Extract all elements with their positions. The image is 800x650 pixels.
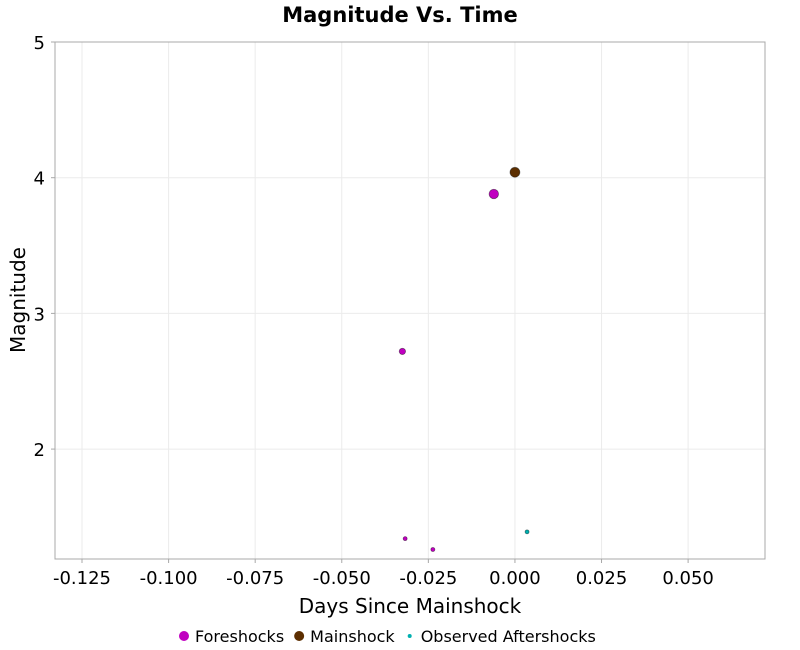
plot-area-border xyxy=(54,41,766,560)
x-tick-label: 0.000 xyxy=(489,568,541,589)
chart-title: Magnitude Vs. Time xyxy=(282,3,518,27)
y-tick-label: 3 xyxy=(34,304,45,325)
x-tick-label: -0.075 xyxy=(226,568,284,589)
y-axis-ticks: 2 3 4 5 xyxy=(34,33,55,461)
y-tick-label: 5 xyxy=(34,33,45,54)
legend-label: Mainshock xyxy=(310,627,395,646)
mainshock-point xyxy=(509,166,521,178)
foreshocks-point xyxy=(402,536,408,542)
x-axis-ticks: -0.125 -0.100 -0.075 -0.050 -0.025 0.000 0.025… xyxy=(53,559,714,589)
legend-marker-observed-aftershocks xyxy=(407,634,412,638)
y-axis-label: Magnitude xyxy=(6,247,30,353)
y-tick-label: 4 xyxy=(34,169,45,190)
y-tick-label: 2 xyxy=(34,440,45,461)
foreshocks-point xyxy=(398,347,406,355)
grid xyxy=(55,41,765,559)
x-tick-label: -0.050 xyxy=(313,568,371,589)
legend-marker-foreshocks xyxy=(179,631,189,641)
x-tick-label: -0.025 xyxy=(399,568,457,589)
legend: Foreshocks Mainshock Observed Aftershocks xyxy=(179,627,596,646)
x-tick-label: -0.100 xyxy=(140,568,198,589)
foreshocks-point xyxy=(430,547,436,552)
data-points xyxy=(398,166,530,552)
x-tick-label: 0.050 xyxy=(662,568,714,589)
foreshocks-point xyxy=(488,188,499,200)
x-axis-label: Days Since Mainshock xyxy=(299,594,522,618)
observed-aftershocks-point xyxy=(524,529,530,535)
legend-label: Foreshocks xyxy=(195,627,284,646)
legend-label: Observed Aftershocks xyxy=(421,627,596,646)
legend-marker-mainshock xyxy=(294,631,305,641)
x-tick-label: 0.025 xyxy=(576,568,628,589)
x-tick-label: -0.125 xyxy=(53,568,111,589)
